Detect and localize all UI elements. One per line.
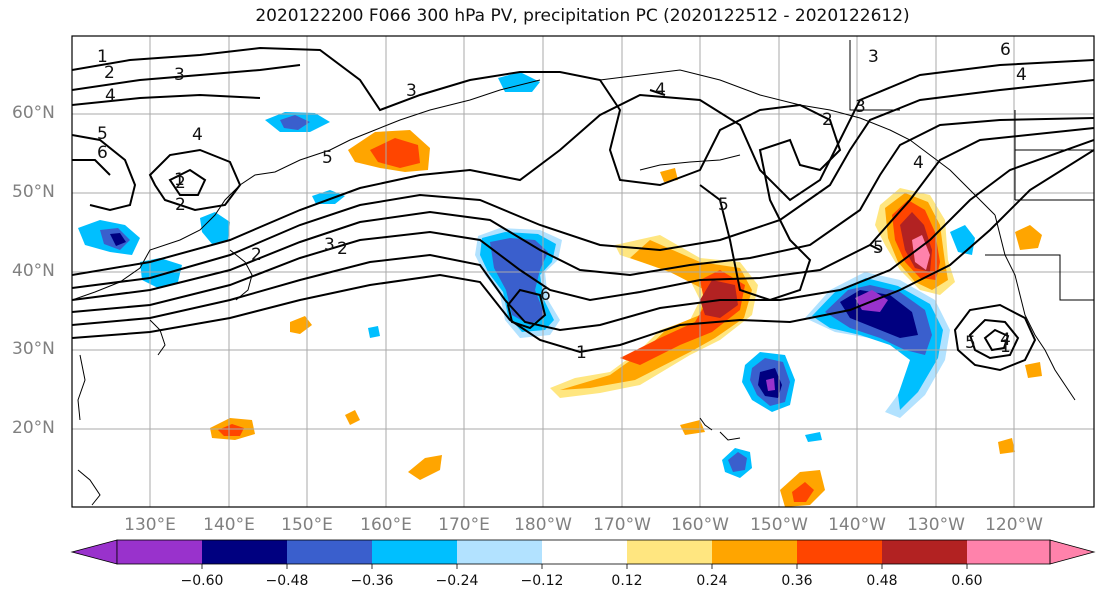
colorbar-tick-label: −0.12 bbox=[520, 573, 564, 589]
contour-label: 2 bbox=[337, 239, 348, 259]
colorbar-tick-label: −0.24 bbox=[435, 573, 479, 589]
contour-label: 2 bbox=[822, 110, 833, 130]
colorbar-bin bbox=[712, 540, 797, 564]
lon-label: 170°E bbox=[438, 515, 490, 535]
contour-label: 6 bbox=[1000, 40, 1011, 60]
lon-label: 130°E bbox=[124, 515, 176, 535]
colorbar-tick-label: 0.36 bbox=[781, 573, 813, 589]
lat-label: 20°N bbox=[12, 418, 55, 438]
colorbar-tick-label: 0.12 bbox=[611, 573, 643, 589]
contour-label: 2 bbox=[175, 173, 186, 193]
map-area: 1 2 3 4 5 6 1 2 3 4 5 2 2 3 4 5 6 1 2 3 … bbox=[72, 36, 1094, 507]
lon-label: 140°E bbox=[203, 515, 255, 535]
colorbar-tick-label: 0.60 bbox=[951, 573, 983, 589]
contour-label: 1 bbox=[174, 170, 185, 190]
contour-label: 2 bbox=[104, 63, 115, 83]
contour-label: 5 bbox=[97, 124, 108, 144]
contour-label: 2 bbox=[251, 245, 262, 265]
lon-label: 120°W bbox=[985, 515, 1043, 535]
colorbar-bin bbox=[542, 540, 627, 564]
contour-label: 4 bbox=[192, 125, 203, 145]
colorbar-bin bbox=[882, 540, 967, 564]
lon-label: 150°W bbox=[750, 515, 808, 535]
colorbar-tick-label: −0.48 bbox=[265, 573, 309, 589]
lat-label: 40°N bbox=[12, 261, 55, 281]
lat-label: 50°N bbox=[12, 182, 55, 202]
contour-label: 3 bbox=[868, 47, 879, 67]
pv-contour-labels: 1 2 3 4 5 6 1 2 3 4 5 2 2 3 4 5 6 1 2 3 … bbox=[97, 40, 1027, 363]
contour-label: 4 bbox=[655, 80, 666, 100]
contour-label: 1 bbox=[97, 47, 108, 67]
contour-label: 4 bbox=[1016, 65, 1027, 85]
lon-label: 180°W bbox=[514, 515, 572, 535]
colorbar-tick-label: 0.48 bbox=[866, 573, 898, 589]
contour-label: 5 bbox=[965, 333, 976, 353]
colorbar bbox=[70, 539, 1096, 569]
colorbar-tick-label: 0.24 bbox=[696, 573, 728, 589]
colorbar-bin bbox=[967, 540, 1050, 564]
contour-label: 6 bbox=[540, 285, 551, 305]
colorbar-under bbox=[70, 539, 118, 565]
lon-label: 160°E bbox=[360, 515, 412, 535]
contour-label: 4 bbox=[1000, 330, 1011, 350]
colorbar-bin bbox=[457, 540, 542, 564]
lon-label: 170°W bbox=[593, 515, 651, 535]
colorbar-bin bbox=[117, 540, 202, 564]
lat-label: 30°N bbox=[12, 339, 55, 359]
contour-label: 4 bbox=[913, 153, 924, 173]
contour-label: 3 bbox=[324, 235, 335, 255]
contour-label: 3 bbox=[406, 81, 417, 101]
map-frame bbox=[71, 35, 1095, 508]
contour-label: 5 bbox=[873, 238, 884, 258]
coastlines bbox=[72, 40, 1094, 506]
colorbar-bin bbox=[372, 540, 457, 564]
contour-label: 3 bbox=[855, 97, 866, 117]
colorbar-over bbox=[1049, 539, 1096, 565]
lat-label: 60°N bbox=[12, 103, 55, 123]
graticule bbox=[72, 36, 1094, 507]
precip-shading bbox=[78, 72, 1042, 507]
colorbar-bin bbox=[797, 540, 882, 564]
contour-label: 4 bbox=[105, 86, 116, 106]
lon-label: 130°W bbox=[907, 515, 965, 535]
colorbar-bin bbox=[627, 540, 712, 564]
contour-label: 2 bbox=[175, 195, 186, 215]
colorbar-outline bbox=[116, 539, 1051, 565]
contour-label: 5 bbox=[718, 195, 729, 215]
colorbar-tick-label: −0.60 bbox=[180, 573, 224, 589]
contour-label: 5 bbox=[322, 148, 333, 168]
map-title: 2020122200 F066 300 hPa PV, precipitatio… bbox=[255, 6, 910, 26]
colorbar-bin bbox=[202, 540, 287, 564]
colorbar-tick-label: −0.36 bbox=[350, 573, 394, 589]
contour-label: 3 bbox=[174, 65, 185, 85]
colorbar-bin bbox=[287, 540, 372, 564]
contour-label: 1 bbox=[1000, 337, 1011, 357]
lon-label: 160°W bbox=[671, 515, 729, 535]
contour-label: 6 bbox=[97, 143, 108, 163]
lon-label: 140°W bbox=[828, 515, 886, 535]
lon-label: 150°E bbox=[281, 515, 333, 535]
contour-label: 1 bbox=[576, 343, 587, 363]
pv-contours bbox=[72, 46, 1094, 372]
